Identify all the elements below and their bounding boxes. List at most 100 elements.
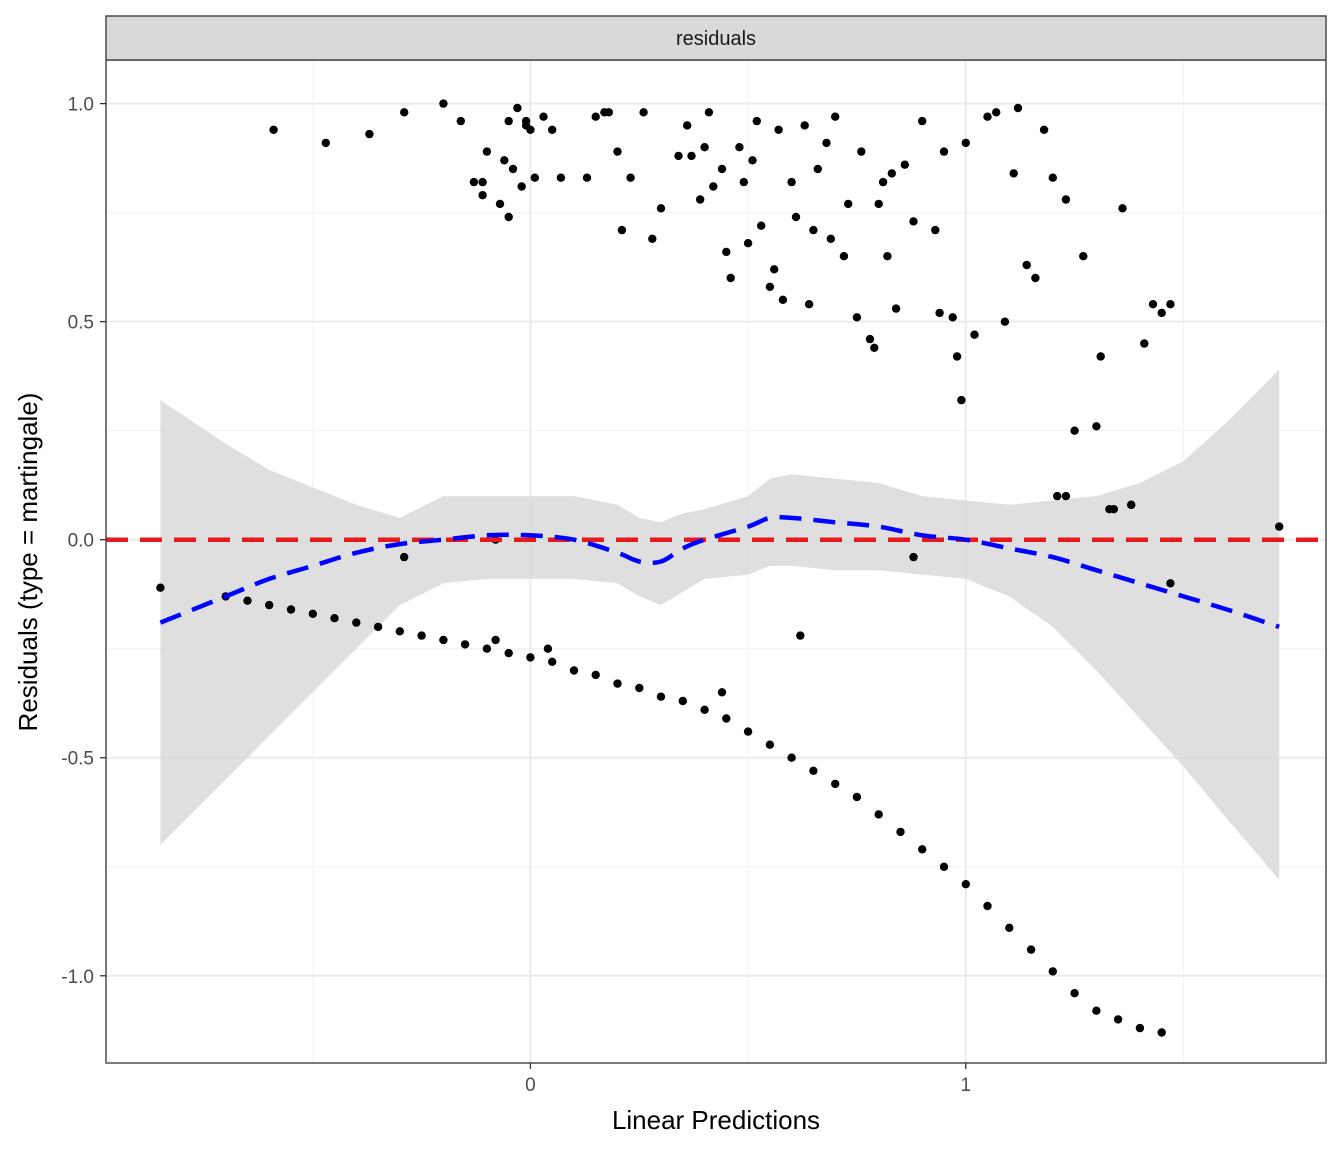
x-axis-title: Linear Predictions [612, 1105, 820, 1135]
data-point [482, 147, 492, 156]
data-point [896, 827, 905, 837]
data-point [456, 116, 465, 126]
data-point [1031, 273, 1040, 283]
x-tick-label: 0 [525, 1075, 536, 1096]
data-point [265, 600, 274, 610]
data-point [678, 696, 687, 706]
y-tick-label: 0.5 [68, 313, 94, 334]
data-point [1070, 989, 1079, 998]
data-point [1026, 945, 1036, 954]
data-point [878, 177, 888, 187]
data-point [1022, 260, 1031, 270]
data-point [778, 295, 788, 304]
data-point [1166, 300, 1175, 309]
data-point [770, 265, 779, 274]
data-point [1157, 308, 1166, 318]
data-point [891, 304, 901, 313]
data-point [752, 116, 761, 126]
data-point [791, 212, 801, 222]
data-point [526, 125, 535, 134]
data-point [1000, 317, 1010, 326]
data-point [813, 164, 822, 174]
data-point [504, 212, 513, 222]
data-point [243, 596, 252, 605]
data-point [1275, 522, 1284, 531]
data-point [1118, 204, 1127, 213]
data-point [874, 810, 883, 819]
data-point [513, 103, 522, 113]
x-tick-label: 1 [960, 1075, 971, 1096]
data-point [722, 247, 731, 257]
data-point [308, 609, 317, 618]
data-point [556, 173, 566, 182]
y-axis-title: Residuals (type = martingale) [13, 393, 43, 732]
data-point [1009, 169, 1018, 178]
data-point [400, 552, 409, 562]
data-point [952, 352, 962, 361]
data-point [918, 116, 927, 126]
data-point [804, 300, 814, 309]
data-point [321, 138, 330, 148]
data-point [1096, 352, 1105, 361]
data-point [687, 151, 696, 161]
data-point [809, 766, 818, 775]
data-point [683, 121, 692, 130]
axis-ticks: 1.0 0.5 0.0 -0.5 -1.0 0 1 [61, 95, 971, 1096]
data-point [852, 792, 862, 802]
data-point [883, 252, 892, 261]
data-point [774, 125, 783, 134]
data-point [604, 108, 613, 117]
data-point [1013, 103, 1023, 113]
data-point [757, 221, 766, 230]
data-point [865, 334, 875, 344]
data-point [939, 862, 949, 871]
data-point [839, 252, 849, 261]
data-point [739, 177, 748, 187]
data-point [957, 395, 966, 405]
data-point [674, 151, 683, 161]
data-point [931, 225, 940, 235]
data-point [831, 112, 840, 121]
data-point [1140, 339, 1149, 348]
data-point [500, 156, 509, 165]
data-point [887, 169, 896, 178]
data-point [478, 177, 487, 187]
data-point [591, 670, 600, 680]
data-point [286, 605, 296, 614]
data-point [1135, 1023, 1145, 1033]
data-point [591, 112, 600, 121]
data-point [874, 199, 883, 209]
data-point [765, 740, 775, 749]
data-point [696, 195, 705, 204]
data-point [617, 225, 627, 235]
data-point [961, 880, 970, 889]
data-point [1166, 579, 1175, 588]
data-point [1048, 967, 1058, 976]
data-point [700, 143, 709, 152]
data-point [722, 714, 731, 723]
data-point [373, 622, 383, 632]
data-point [831, 779, 840, 789]
data-point [1092, 422, 1101, 431]
data-point [765, 282, 775, 291]
data-point [787, 753, 796, 762]
data-point [491, 635, 500, 645]
data-point [1061, 491, 1071, 501]
data-point [992, 108, 1001, 117]
data-point [400, 108, 409, 117]
data-point [639, 108, 648, 117]
data-point [1061, 195, 1071, 204]
data-point [648, 234, 657, 243]
data-point [269, 125, 278, 134]
data-point [743, 727, 753, 736]
confidence-band [160, 369, 1280, 880]
data-point [870, 343, 879, 352]
data-point [1148, 300, 1158, 309]
data-point [852, 313, 862, 322]
data-point [365, 129, 374, 139]
data-point [539, 112, 548, 121]
data-point [961, 138, 970, 148]
data-point [743, 239, 753, 248]
data-point [900, 160, 909, 169]
